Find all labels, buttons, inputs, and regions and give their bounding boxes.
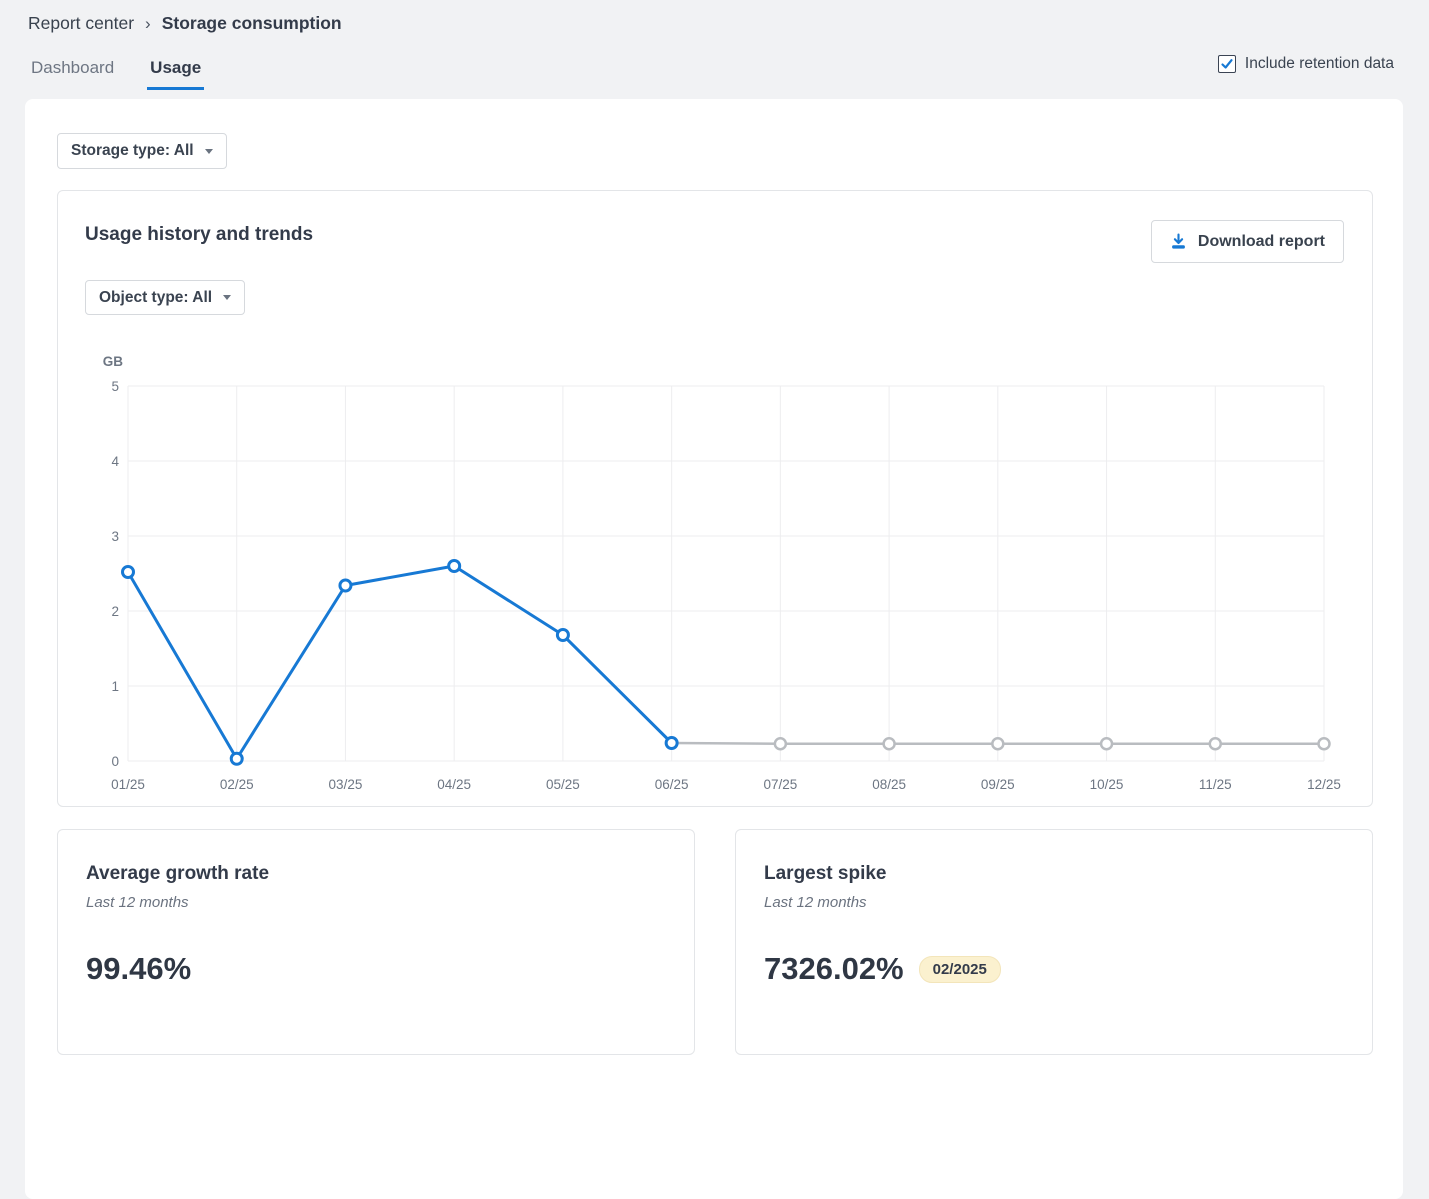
svg-text:GB: GB (103, 354, 124, 369)
tab-bar: Dashboard Usage (28, 58, 1429, 90)
chevron-down-icon (204, 148, 213, 154)
svg-text:5: 5 (111, 379, 119, 394)
svg-text:05/25: 05/25 (546, 777, 580, 792)
stat-cards-row: Average growth rate Last 12 months 99.46… (57, 829, 1373, 1055)
object-type-dropdown[interactable]: Object type: All (85, 280, 246, 315)
svg-text:0: 0 (111, 754, 119, 769)
main-content-panel: Storage type: All Usage history and tren… (25, 99, 1403, 1199)
download-icon (1172, 233, 1185, 249)
average-growth-rate-value: 99.46% (86, 951, 192, 986)
svg-text:2: 2 (111, 604, 119, 619)
tab-dashboard[interactable]: Dashboard (31, 58, 115, 77)
stat-card-title: Largest spike (764, 863, 887, 884)
svg-text:02/25: 02/25 (220, 777, 254, 792)
usage-line-chart: GB 0 1 2 3 4 5 01/25 02/25 03/25 04/25 05/25 06/25 07… (103, 354, 1341, 792)
usage-chart-area: GB 0 1 2 3 4 5 01/25 02/25 03/25 04/25 05/25 06/25 07… (58, 352, 1372, 812)
svg-text:03/25: 03/25 (329, 777, 363, 792)
svg-text:1: 1 (111, 679, 119, 694)
usage-history-card: Usage history and trends Download report… (57, 190, 1373, 807)
largest-spike-card: Largest spike Last 12 months 7326.02% 02… (735, 829, 1373, 1055)
breadcrumb-parent-link[interactable]: Report center (28, 13, 135, 33)
tab-usage[interactable]: Usage (147, 58, 205, 90)
svg-text:08/25: 08/25 (872, 777, 906, 792)
svg-text:04/25: 04/25 (437, 777, 471, 792)
svg-text:07/25: 07/25 (763, 777, 797, 792)
object-type-dropdown-label: Object type: All (99, 288, 213, 306)
retention-checkbox-label[interactable]: Include retention data (1244, 55, 1394, 72)
breadcrumb-separator-icon: › (145, 13, 151, 33)
storage-type-dropdown[interactable]: Storage type: All (57, 133, 227, 169)
download-report-label: Download report (1197, 232, 1325, 250)
checkmark-icon (1221, 59, 1233, 69)
breadcrumb: Report center › Storage consumption (0, 0, 1429, 34)
usage-card-title: Usage history and trends (85, 224, 314, 245)
svg-text:4: 4 (111, 454, 119, 469)
page-title: Storage consumption (161, 13, 342, 33)
svg-text:12/25: 12/25 (1307, 777, 1341, 792)
average-growth-rate-card: Average growth rate Last 12 months 99.46… (57, 829, 695, 1055)
storage-type-dropdown-label: Storage type: All (71, 142, 194, 159)
svg-text:11/25: 11/25 (1199, 777, 1232, 792)
largest-spike-month-badge: 02/2025 (918, 955, 1001, 983)
largest-spike-value: 7326.02% (764, 951, 904, 986)
stat-card-subtitle: Last 12 months (86, 894, 189, 911)
stat-card-subtitle: Last 12 months (764, 894, 867, 911)
svg-text:09/25: 09/25 (981, 777, 1015, 792)
retention-checkbox[interactable] (1217, 55, 1236, 73)
include-retention-checkbox-row[interactable]: Include retention data (1217, 55, 1394, 73)
svg-text:01/25: 01/25 (111, 777, 145, 792)
svg-text:3: 3 (111, 529, 119, 544)
stat-card-title: Average growth rate (86, 863, 270, 884)
chevron-down-icon (223, 295, 232, 300)
download-report-button[interactable]: Download report (1150, 220, 1344, 263)
usage-card-header: Usage history and trends Download report (58, 191, 1372, 263)
svg-text:10/25: 10/25 (1090, 777, 1124, 792)
svg-text:06/25: 06/25 (655, 777, 689, 792)
